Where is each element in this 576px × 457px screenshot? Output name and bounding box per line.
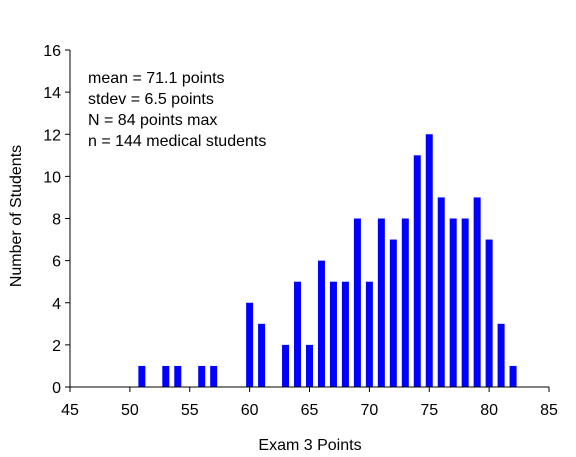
histogram-bar	[401, 218, 409, 387]
histogram-bar	[449, 218, 457, 387]
y-tick-label: 4	[52, 296, 61, 313]
x-tick-label: 50	[121, 402, 139, 419]
histogram-bar	[377, 218, 385, 387]
y-tick-label: 8	[52, 212, 61, 229]
histogram-bar	[341, 281, 349, 387]
histogram-bar	[138, 365, 146, 387]
x-axis-title: Exam 3 Points	[258, 437, 361, 454]
histogram-bar	[425, 134, 433, 387]
histogram-bar	[306, 344, 313, 388]
annotation-line: mean = 71.1 points	[88, 70, 225, 87]
histogram-bar	[485, 239, 493, 387]
y-tick-label: 6	[52, 254, 61, 271]
histogram-bar	[413, 155, 421, 387]
x-tick-label: 45	[61, 402, 79, 419]
axes-group: 0 2 4 6 8 10 12 14 16 45 50 55 60 65 70 75 80 85	[43, 43, 558, 419]
x-tick-label: 80	[480, 402, 498, 419]
histogram-bar	[509, 365, 517, 387]
y-tick-label: 14	[43, 85, 61, 102]
annotation-line: n = 144 medical students	[88, 133, 266, 150]
y-tick-label: 2	[52, 338, 61, 355]
histogram-bar	[329, 281, 337, 387]
histogram-bar	[282, 344, 290, 388]
y-tick-label: 16	[43, 43, 61, 60]
histogram-bar	[162, 365, 170, 387]
bars-group	[138, 134, 517, 388]
histogram-bar	[437, 197, 445, 387]
histogram-bar	[258, 323, 266, 387]
histogram-bar	[210, 365, 218, 387]
x-tick-label: 60	[241, 402, 259, 419]
histogram-bar	[497, 323, 505, 387]
histogram-bar	[246, 302, 254, 387]
annotation-line: N = 84 points max	[88, 112, 217, 129]
x-tick-label: 85	[540, 402, 558, 419]
y-tick-label: 12	[43, 127, 61, 144]
histogram-bar	[353, 218, 361, 387]
histogram-bar	[294, 281, 302, 387]
histogram-bar	[365, 281, 373, 387]
annotations-box: mean = 71.1 points stdev = 6.5 points N = …	[88, 70, 266, 150]
x-tick-label: 65	[301, 402, 319, 419]
x-tick-label: 70	[360, 402, 378, 419]
histogram-bar	[461, 218, 469, 387]
y-axis-title: Number of Students	[8, 145, 25, 287]
histogram-bar	[389, 239, 397, 387]
histogram-bar	[317, 260, 325, 388]
y-tick-label: 0	[52, 380, 61, 397]
histogram-bar	[473, 197, 481, 387]
annotation-line: stdev = 6.5 points	[88, 91, 214, 108]
histogram-bar	[174, 365, 182, 387]
x-tick-label: 75	[420, 402, 438, 419]
x-tick-label: 55	[181, 402, 199, 419]
y-tick-label: 10	[43, 169, 61, 186]
histogram-bar	[198, 365, 206, 387]
